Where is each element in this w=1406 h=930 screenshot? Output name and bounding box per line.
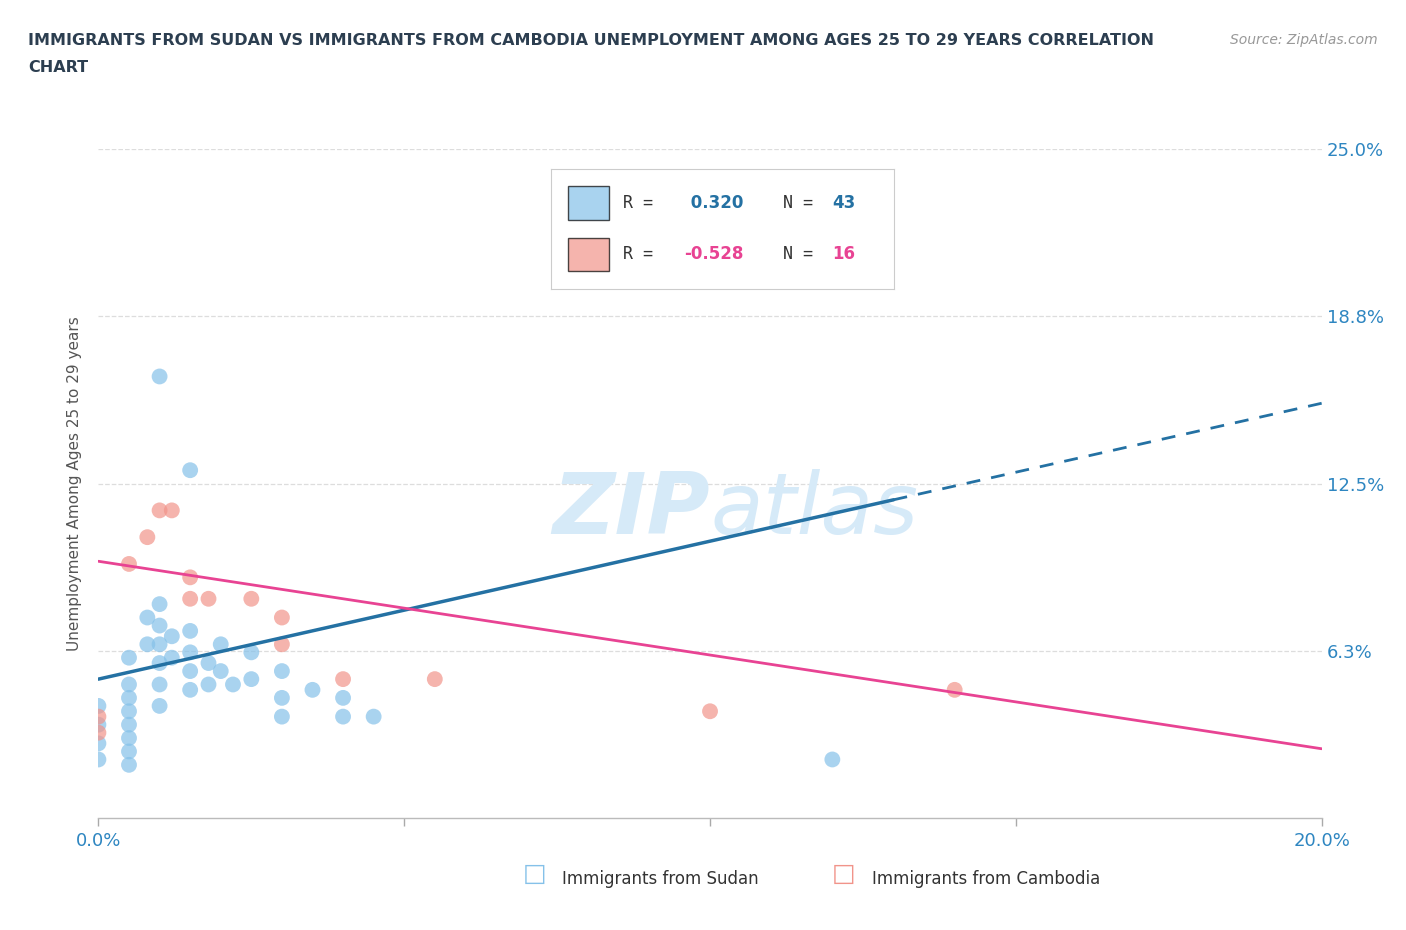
Point xyxy=(149,698,172,713)
Point xyxy=(332,690,354,705)
Text: atlas: atlas xyxy=(710,469,918,551)
Point xyxy=(149,637,172,652)
Text: □: □ xyxy=(832,862,855,886)
Text: N =: N = xyxy=(763,193,824,212)
Point xyxy=(160,503,183,518)
Point xyxy=(118,556,141,571)
Point xyxy=(118,650,141,665)
Point xyxy=(179,591,201,606)
Point xyxy=(943,683,966,698)
Point xyxy=(160,650,183,665)
Point xyxy=(423,671,446,686)
Point xyxy=(240,591,263,606)
Point xyxy=(179,683,201,698)
Point xyxy=(136,610,159,625)
Point xyxy=(179,623,201,638)
Text: IMMIGRANTS FROM SUDAN VS IMMIGRANTS FROM CAMBODIA UNEMPLOYMENT AMONG AGES 25 TO : IMMIGRANTS FROM SUDAN VS IMMIGRANTS FROM… xyxy=(28,33,1154,47)
Point xyxy=(118,731,141,746)
Point xyxy=(270,690,292,705)
Text: R =: R = xyxy=(623,246,664,263)
Text: Immigrants from Sudan: Immigrants from Sudan xyxy=(562,870,759,888)
Text: Source: ZipAtlas.com: Source: ZipAtlas.com xyxy=(1230,33,1378,46)
Point xyxy=(240,644,263,659)
Point xyxy=(118,690,141,705)
Point xyxy=(197,656,219,671)
Point xyxy=(179,570,201,585)
Point xyxy=(332,710,354,724)
Point xyxy=(149,618,172,633)
Point xyxy=(118,757,141,772)
Point xyxy=(332,671,354,686)
Y-axis label: Unemployment Among Ages 25 to 29 years: Unemployment Among Ages 25 to 29 years xyxy=(67,316,83,651)
Point xyxy=(301,683,323,698)
Point xyxy=(149,656,172,671)
Text: 43: 43 xyxy=(832,193,855,212)
Point xyxy=(270,710,292,724)
Text: N =: N = xyxy=(763,246,824,263)
Point xyxy=(149,503,172,518)
Text: Immigrants from Cambodia: Immigrants from Cambodia xyxy=(872,870,1099,888)
FancyBboxPatch shape xyxy=(568,237,609,272)
Point xyxy=(240,671,263,686)
Point xyxy=(87,717,110,732)
Point xyxy=(363,710,385,724)
Point xyxy=(87,725,110,740)
Point xyxy=(118,744,141,759)
Point xyxy=(222,677,245,692)
Point xyxy=(209,637,232,652)
Point xyxy=(270,637,292,652)
Text: 16: 16 xyxy=(832,246,855,263)
Point xyxy=(149,369,172,384)
Point xyxy=(179,644,201,659)
Point xyxy=(821,752,844,767)
Text: CHART: CHART xyxy=(28,60,89,75)
Point xyxy=(209,664,232,679)
Text: □: □ xyxy=(523,862,546,886)
Point xyxy=(118,704,141,719)
Point xyxy=(179,463,201,478)
Point xyxy=(270,610,292,625)
Point xyxy=(87,736,110,751)
Point xyxy=(87,752,110,767)
Point xyxy=(160,629,183,644)
Point xyxy=(270,664,292,679)
Point xyxy=(136,637,159,652)
Point xyxy=(87,710,110,724)
Point xyxy=(699,704,721,719)
Text: -0.528: -0.528 xyxy=(685,246,744,263)
FancyBboxPatch shape xyxy=(568,186,609,219)
Point xyxy=(149,597,172,612)
Point xyxy=(118,677,141,692)
Point xyxy=(197,591,219,606)
Point xyxy=(149,677,172,692)
Text: 0.320: 0.320 xyxy=(685,193,742,212)
Text: ZIP: ZIP xyxy=(553,469,710,551)
Point xyxy=(179,664,201,679)
Point xyxy=(118,717,141,732)
Point xyxy=(87,698,110,713)
Point xyxy=(136,530,159,545)
Text: R =: R = xyxy=(623,193,664,212)
Point xyxy=(197,677,219,692)
